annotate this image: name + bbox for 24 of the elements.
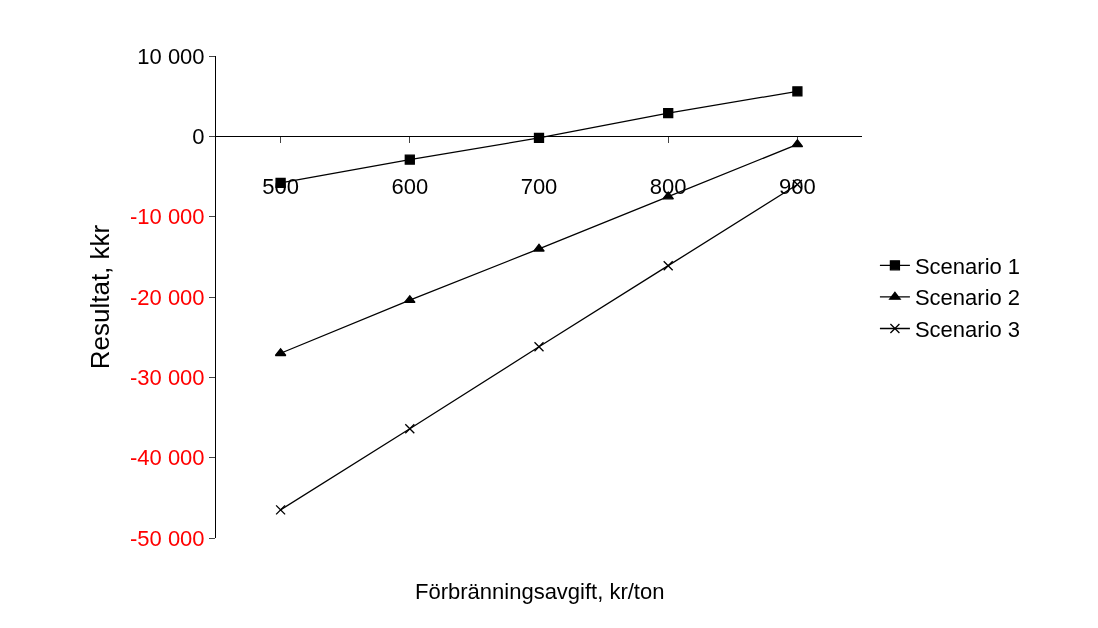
- legend-label: Scenario 3: [914, 317, 1021, 343]
- point: [533, 341, 545, 352]
- y-tick-label: -20 000: [129, 284, 205, 310]
- y-tick-label: -40 000: [129, 445, 205, 471]
- legend-label: Scenario 2: [914, 285, 1021, 311]
- x-tick-label: 800: [649, 173, 687, 199]
- point: [663, 260, 674, 271]
- y-tick-label: -50 000: [129, 525, 205, 551]
- y-tick-label: -30 000: [129, 365, 205, 391]
- x-axis-title: Förbränningsavgift, kr/ton: [415, 579, 665, 604]
- legend-label: Scenario 1: [914, 253, 1021, 279]
- x-tick-label: 700: [520, 173, 558, 199]
- point: [404, 154, 415, 165]
- y-tick-label: -10 000: [129, 204, 205, 230]
- point: [275, 504, 286, 516]
- x-tick-label: 600: [391, 173, 429, 199]
- point: [533, 132, 545, 144]
- y-tick-label: 0: [192, 124, 205, 150]
- point: [792, 86, 803, 97]
- point: [404, 423, 415, 434]
- point: [663, 107, 674, 119]
- point: [533, 243, 545, 252]
- y-axis-title: Resultat, kkr: [85, 224, 116, 370]
- y-tick-label: 10 000: [137, 43, 205, 69]
